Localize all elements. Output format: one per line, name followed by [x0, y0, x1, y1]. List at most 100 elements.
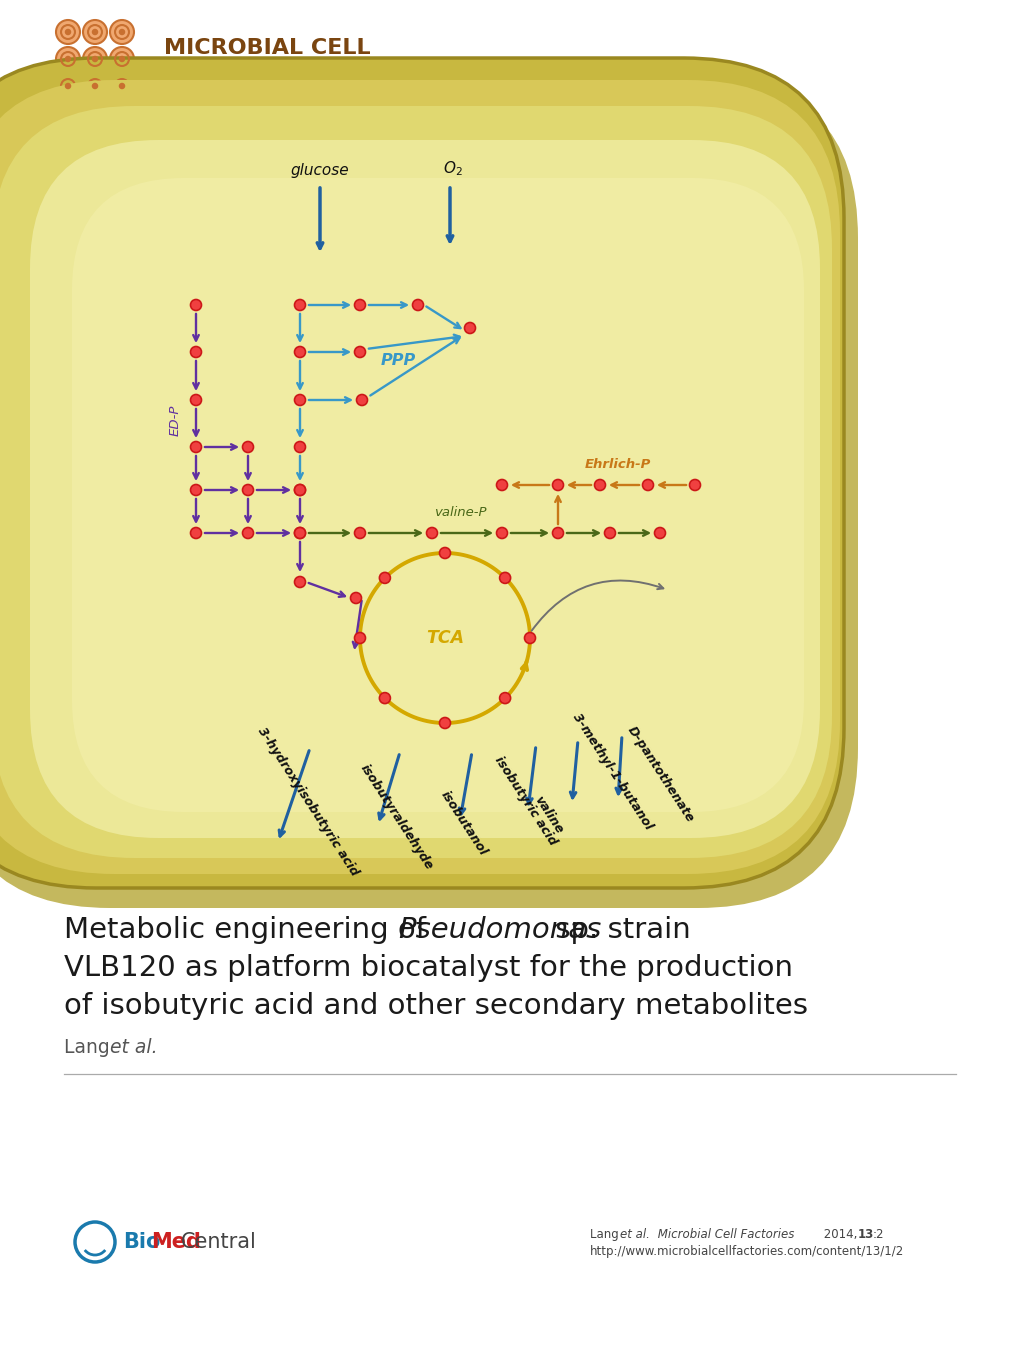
Circle shape	[92, 56, 98, 63]
Circle shape	[56, 73, 79, 98]
Circle shape	[594, 480, 605, 491]
Circle shape	[496, 480, 507, 491]
Circle shape	[118, 56, 125, 63]
Text: Med: Med	[151, 1233, 201, 1252]
Text: Metabolic engineering of: Metabolic engineering of	[64, 916, 435, 945]
Text: D-pantothenate: D-pantothenate	[625, 724, 696, 825]
FancyBboxPatch shape	[30, 140, 819, 839]
FancyBboxPatch shape	[0, 80, 840, 874]
Circle shape	[351, 593, 361, 603]
FancyBboxPatch shape	[0, 58, 843, 887]
Circle shape	[294, 527, 306, 538]
Circle shape	[642, 480, 653, 491]
Text: et al.: et al.	[110, 1038, 158, 1057]
Text: Central: Central	[180, 1233, 257, 1252]
Circle shape	[92, 83, 98, 90]
Text: VLB120 as platform biocatalyst for the production: VLB120 as platform biocatalyst for the p…	[64, 954, 792, 983]
Circle shape	[110, 73, 133, 98]
Text: of isobutyric acid and other secondary metabolites: of isobutyric acid and other secondary m…	[64, 992, 807, 1021]
Text: $O_2$: $O_2$	[442, 159, 463, 178]
Text: Lang: Lang	[64, 1038, 115, 1057]
Text: ED-P: ED-P	[168, 405, 181, 436]
Circle shape	[294, 347, 306, 357]
Text: isobutanol: isobutanol	[437, 788, 489, 858]
Text: TCA: TCA	[426, 629, 464, 647]
FancyBboxPatch shape	[0, 106, 832, 858]
Circle shape	[118, 83, 125, 90]
Text: valine-P: valine-P	[433, 506, 486, 519]
Circle shape	[412, 299, 423, 310]
Circle shape	[191, 299, 202, 310]
Circle shape	[83, 48, 107, 71]
Circle shape	[426, 527, 437, 538]
Text: 2014,: 2014,	[819, 1229, 860, 1241]
Circle shape	[64, 83, 71, 90]
Circle shape	[355, 347, 365, 357]
Text: Bio: Bio	[123, 1233, 160, 1252]
Circle shape	[110, 20, 133, 43]
Circle shape	[64, 56, 71, 63]
Circle shape	[379, 572, 390, 583]
Circle shape	[294, 299, 306, 310]
Circle shape	[191, 527, 202, 538]
Text: :2: :2	[872, 1229, 883, 1241]
Text: valine: valine	[532, 794, 566, 836]
Text: http://www.microbialcellfactories.com/content/13/1/2: http://www.microbialcellfactories.com/co…	[589, 1245, 904, 1258]
Text: FACTORIES: FACTORIES	[164, 63, 301, 82]
Text: Microbial Cell Factories: Microbial Cell Factories	[653, 1229, 794, 1241]
Circle shape	[294, 485, 306, 496]
Text: 3-methyl-1-butanol: 3-methyl-1-butanol	[570, 711, 654, 832]
Circle shape	[552, 480, 562, 491]
Circle shape	[294, 576, 306, 587]
Circle shape	[439, 548, 450, 559]
Circle shape	[294, 485, 306, 496]
Circle shape	[499, 693, 511, 704]
Circle shape	[243, 485, 254, 496]
Circle shape	[83, 20, 107, 43]
Text: isobutyric acid: isobutyric acid	[491, 754, 558, 848]
Circle shape	[92, 29, 98, 35]
Text: glucose: glucose	[290, 163, 348, 178]
Circle shape	[524, 632, 535, 644]
Circle shape	[294, 527, 306, 538]
Circle shape	[552, 527, 562, 538]
FancyBboxPatch shape	[54, 147, 728, 877]
Circle shape	[191, 347, 202, 357]
Text: PPP: PPP	[380, 352, 415, 367]
Circle shape	[654, 527, 664, 538]
Circle shape	[439, 718, 450, 728]
Text: 3-hydroxyisobutyric acid: 3-hydroxyisobutyric acid	[255, 724, 361, 878]
Circle shape	[355, 527, 365, 538]
Text: Ehrlich-P: Ehrlich-P	[584, 458, 650, 472]
Circle shape	[294, 394, 306, 405]
Circle shape	[464, 322, 475, 333]
FancyBboxPatch shape	[72, 178, 803, 811]
Circle shape	[604, 527, 614, 538]
Text: MICROBIAL CELL: MICROBIAL CELL	[164, 38, 370, 58]
Circle shape	[243, 527, 254, 538]
Circle shape	[355, 632, 365, 644]
Circle shape	[499, 572, 511, 583]
Circle shape	[689, 480, 700, 491]
Circle shape	[191, 394, 202, 405]
Circle shape	[243, 442, 254, 453]
Circle shape	[56, 20, 79, 43]
Circle shape	[118, 29, 125, 35]
Circle shape	[191, 442, 202, 453]
Circle shape	[191, 485, 202, 496]
Circle shape	[56, 48, 79, 71]
Text: et al.: et al.	[620, 1229, 649, 1241]
Circle shape	[357, 394, 367, 405]
Circle shape	[496, 527, 507, 538]
Text: Pseudomonas: Pseudomonas	[397, 916, 600, 945]
Text: sp. strain: sp. strain	[545, 916, 690, 945]
FancyBboxPatch shape	[0, 77, 857, 908]
Circle shape	[294, 442, 306, 453]
Text: 13: 13	[857, 1229, 873, 1241]
Text: isobutyraldehyde: isobutyraldehyde	[358, 761, 435, 872]
Circle shape	[64, 29, 71, 35]
Circle shape	[83, 73, 107, 98]
Circle shape	[110, 48, 133, 71]
Circle shape	[379, 693, 390, 704]
Circle shape	[355, 299, 365, 310]
